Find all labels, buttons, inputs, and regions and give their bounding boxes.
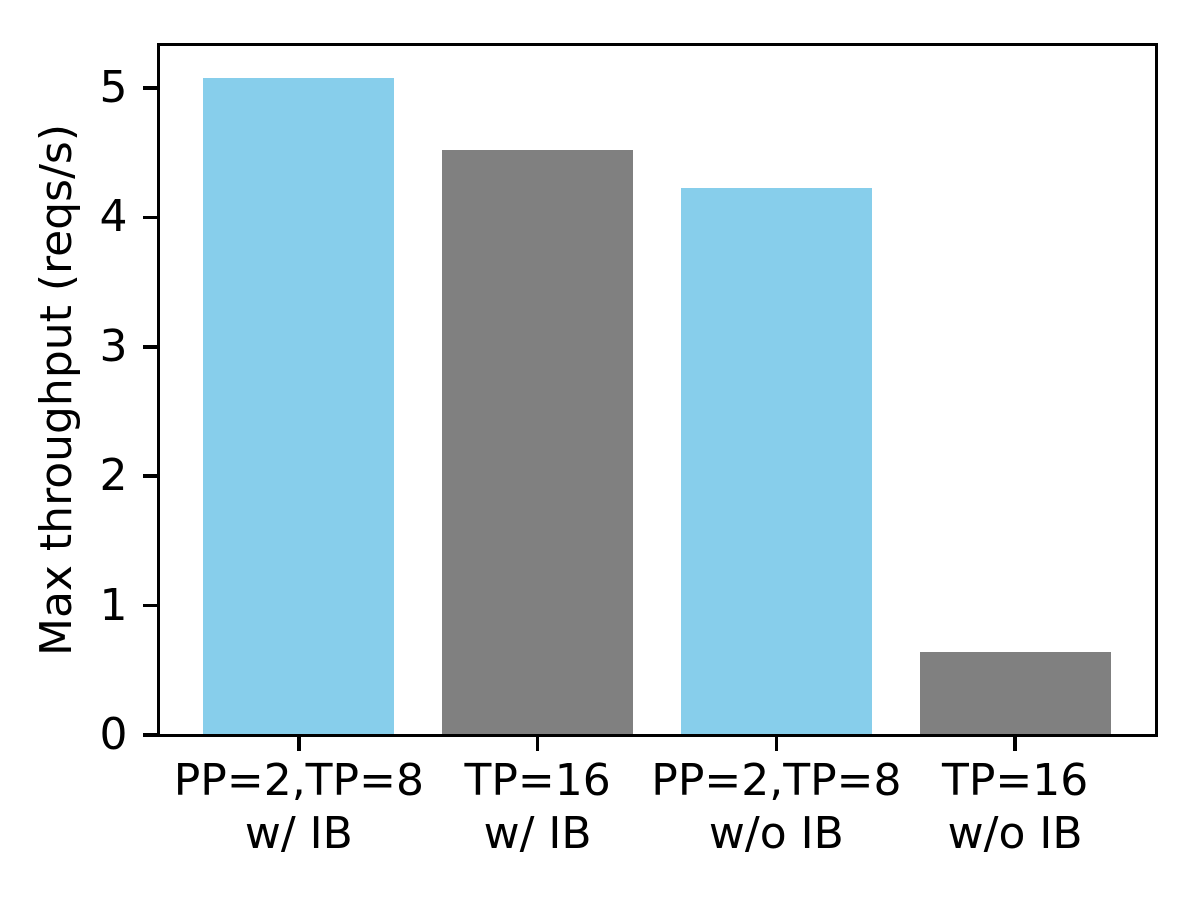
x-tick-mark: [1013, 736, 1017, 751]
bar: [203, 77, 395, 735]
bar: [680, 187, 872, 735]
y-tick-label: 1: [99, 579, 128, 631]
y-tick-mark: [142, 345, 157, 349]
bar: [442, 150, 634, 735]
y-tick-mark: [142, 215, 157, 220]
x-tick-label: TP=16 w/ IB: [464, 754, 611, 859]
y-tick-label: 5: [99, 61, 128, 113]
x-tick-mark: [774, 736, 779, 751]
y-tick-label: 4: [99, 191, 128, 243]
y-tick-label: 2: [99, 450, 128, 502]
x-tick-label: TP=16 w/o IB: [941, 754, 1089, 859]
x-tick-mark: [535, 736, 540, 751]
y-tick-mark: [142, 474, 157, 478]
y-tick-label: 3: [99, 320, 128, 372]
y-axis-label: Max throughput (reqs/s): [31, 123, 82, 657]
y-tick-mark: [142, 86, 157, 90]
y-tick-mark: [142, 603, 157, 608]
x-tick-mark: [297, 736, 301, 751]
y-tick-label: 0: [99, 709, 128, 760]
y-tick-mark: [142, 733, 157, 737]
x-tick-label: PP=2,TP=8 w/ IB: [173, 754, 424, 859]
bar: [919, 652, 1111, 735]
x-tick-label: PP=2,TP=8 w/o IB: [651, 754, 902, 859]
